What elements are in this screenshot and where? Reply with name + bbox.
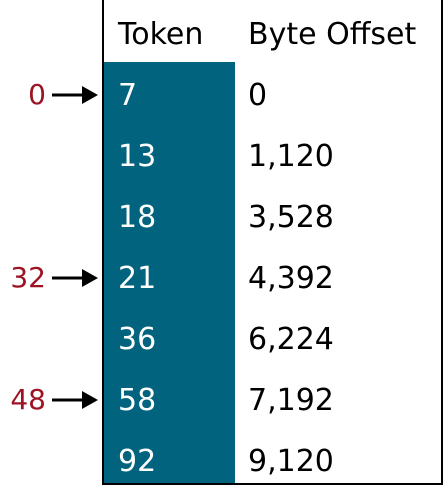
pointer-arrow-icon xyxy=(52,269,98,287)
token-offset-table: Token Byte Offset 7 0 13 1,120 18 3,528 21 4,39… xyxy=(102,0,443,485)
pointer-arrow-icon xyxy=(52,86,98,104)
pointer-arrow-icon xyxy=(52,391,98,409)
token-cell: 92 xyxy=(118,444,157,479)
byte-offset-cell: 6,224 xyxy=(248,322,334,357)
header-byte-offset: Byte Offset xyxy=(248,17,417,52)
pointer-label: 0 xyxy=(28,78,46,111)
token-cell: 21 xyxy=(118,261,157,296)
token-cell: 18 xyxy=(118,200,157,235)
arrow-head xyxy=(82,391,98,409)
header-token: Token xyxy=(118,17,204,52)
byte-offset-cell: 0 xyxy=(248,78,268,113)
pointer-label: 48 xyxy=(10,383,46,416)
arrow-head xyxy=(82,269,98,287)
byte-offset-cell: 3,528 xyxy=(248,200,334,235)
byte-offset-cell: 9,120 xyxy=(248,444,334,479)
token-column-fill xyxy=(104,62,235,483)
token-cell: 36 xyxy=(118,322,157,357)
byte-offset-cell: 7,192 xyxy=(248,383,334,418)
token-cell: 7 xyxy=(118,78,138,113)
token-cell: 13 xyxy=(118,139,157,174)
byte-offset-cell: 1,120 xyxy=(248,139,334,174)
byte-offset-cell: 4,392 xyxy=(248,261,334,296)
arrow-head xyxy=(82,86,98,104)
token-cell: 58 xyxy=(118,383,157,418)
pointer-label: 32 xyxy=(10,261,46,294)
